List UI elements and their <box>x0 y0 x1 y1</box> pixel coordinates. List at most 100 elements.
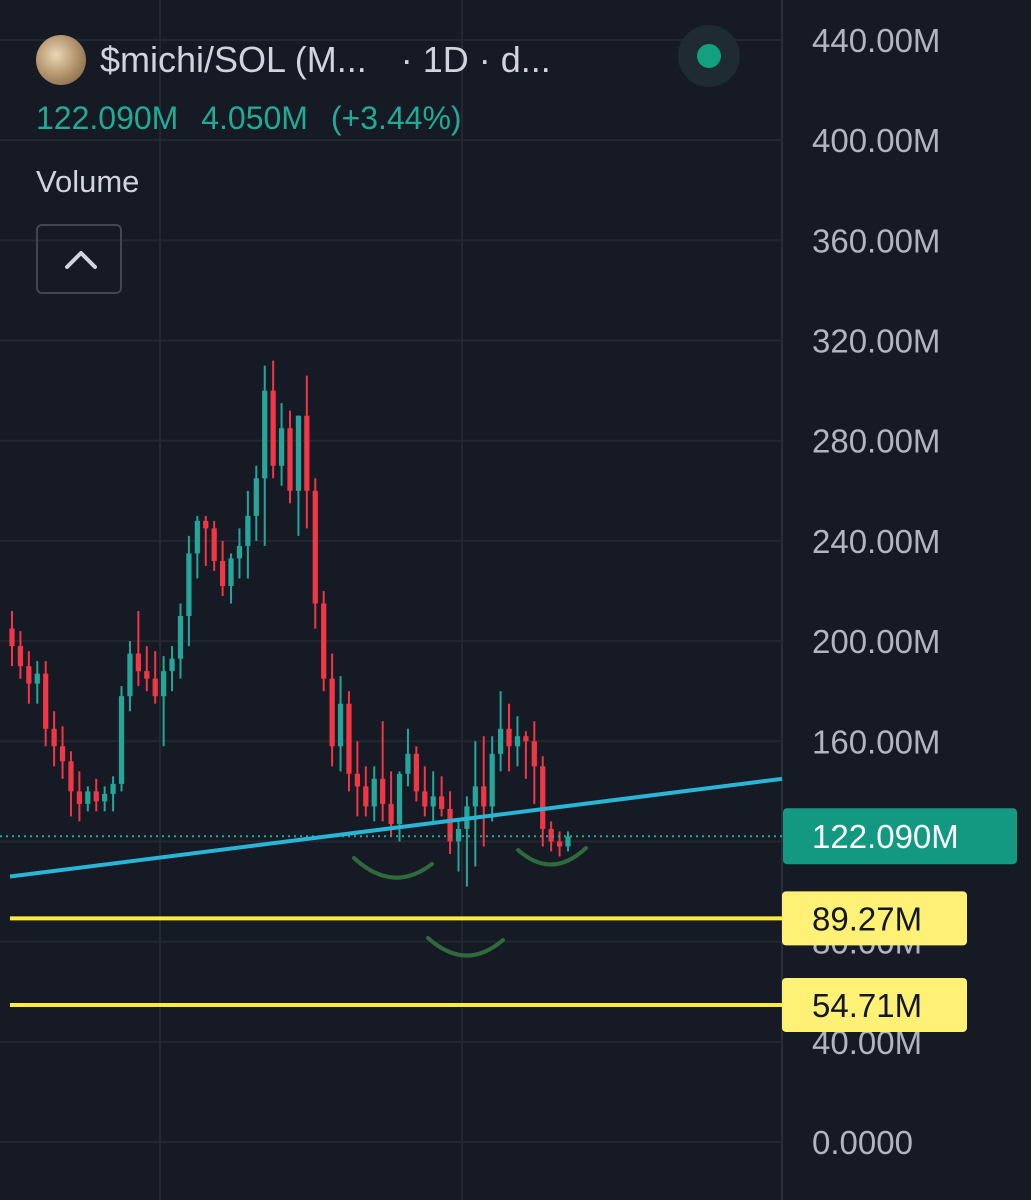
change-percent: (+3.44%) <box>330 100 462 136</box>
candle <box>287 428 293 491</box>
candle <box>219 560 226 586</box>
candle <box>405 753 411 774</box>
candle <box>127 653 133 697</box>
candle <box>489 753 495 807</box>
y-tick-label: 360.00M <box>812 222 940 259</box>
candle <box>523 736 529 742</box>
candle <box>304 415 310 491</box>
status-dot-icon <box>697 44 721 68</box>
candle <box>540 766 546 829</box>
candle <box>371 778 377 807</box>
candle <box>295 415 302 491</box>
candle <box>253 478 259 516</box>
candle <box>270 390 276 466</box>
candle <box>93 791 99 802</box>
candle <box>422 791 428 807</box>
market-status-indicator[interactable] <box>678 25 740 87</box>
support-label: 54.71M <box>812 987 922 1024</box>
candle <box>245 515 251 546</box>
candle <box>85 791 91 804</box>
y-tick-label: 0.0000 <box>812 1124 913 1161</box>
candle <box>455 828 462 842</box>
y-tick-label: 440.00M <box>812 22 940 59</box>
candle <box>380 778 386 804</box>
volume-legend[interactable]: Volume <box>36 164 140 199</box>
chevron-up-icon <box>65 251 97 269</box>
candle <box>430 796 436 807</box>
candle <box>194 520 200 554</box>
candle <box>59 746 66 762</box>
candle <box>329 678 335 747</box>
candle <box>447 808 453 842</box>
candle <box>169 658 175 672</box>
pattern-annotation <box>516 846 588 867</box>
candle <box>110 783 116 794</box>
candle <box>556 841 563 847</box>
candle <box>9 628 15 647</box>
candle <box>228 558 234 586</box>
candle <box>312 490 318 604</box>
y-tick-label: 400.00M <box>812 122 940 159</box>
candle <box>76 791 83 804</box>
candle <box>337 703 344 747</box>
support-label: 89.27M <box>812 900 922 937</box>
candle <box>396 773 403 824</box>
support-label-box <box>782 891 967 946</box>
candle <box>68 761 74 792</box>
y-tick-label: 160.00M <box>812 723 940 760</box>
candle <box>388 803 394 824</box>
candle <box>497 728 504 754</box>
pattern-annotation <box>352 856 434 880</box>
y-tick-label: 200.00M <box>812 623 940 660</box>
candle <box>51 728 57 747</box>
candle <box>118 696 125 784</box>
chart-header: $michi/SOL (M... · 1D · d... <box>36 30 551 90</box>
candle <box>439 796 445 809</box>
candle <box>211 528 217 561</box>
last-price-value: 122.090M <box>36 100 179 136</box>
candle <box>34 673 40 684</box>
candle <box>26 666 32 684</box>
candle <box>203 520 209 529</box>
candle <box>413 753 419 792</box>
candle <box>548 828 554 842</box>
support-label-box <box>782 977 967 1032</box>
collapse-indicators-button[interactable] <box>36 224 122 294</box>
trendline <box>9 776 783 879</box>
interval-meta[interactable]: · 1D · d... <box>400 39 551 80</box>
change-value: 4.050M <box>201 100 308 136</box>
candle <box>236 545 243 559</box>
last-price-badge <box>783 808 1017 865</box>
candle <box>565 836 571 847</box>
y-tick-label: 240.00M <box>812 523 940 560</box>
y-tick-label: 280.00M <box>812 423 940 460</box>
y-tick-label: 320.00M <box>812 323 940 360</box>
candle <box>278 428 285 466</box>
candle <box>506 728 512 747</box>
candle <box>472 786 478 807</box>
token-avatar <box>36 35 86 85</box>
candle <box>17 646 24 667</box>
candle <box>481 786 487 807</box>
candle <box>186 553 192 617</box>
symbol-title[interactable]: $michi/SOL (M... <box>100 39 367 80</box>
candle <box>363 786 369 807</box>
quote-line: 122.090M 4.050M (+3.44%) <box>36 100 476 137</box>
candle <box>514 736 521 747</box>
candle <box>531 741 537 767</box>
candle <box>321 603 327 679</box>
candle <box>102 793 108 802</box>
candle <box>43 673 49 729</box>
candle <box>161 671 167 697</box>
pattern-annotation <box>426 936 505 958</box>
candle <box>262 390 268 479</box>
candle <box>152 678 158 697</box>
last-price-label: 122.090M <box>812 818 959 855</box>
candle <box>346 703 352 774</box>
candle <box>177 616 184 659</box>
candle <box>354 773 361 787</box>
candle <box>144 671 150 679</box>
candle <box>135 653 141 672</box>
